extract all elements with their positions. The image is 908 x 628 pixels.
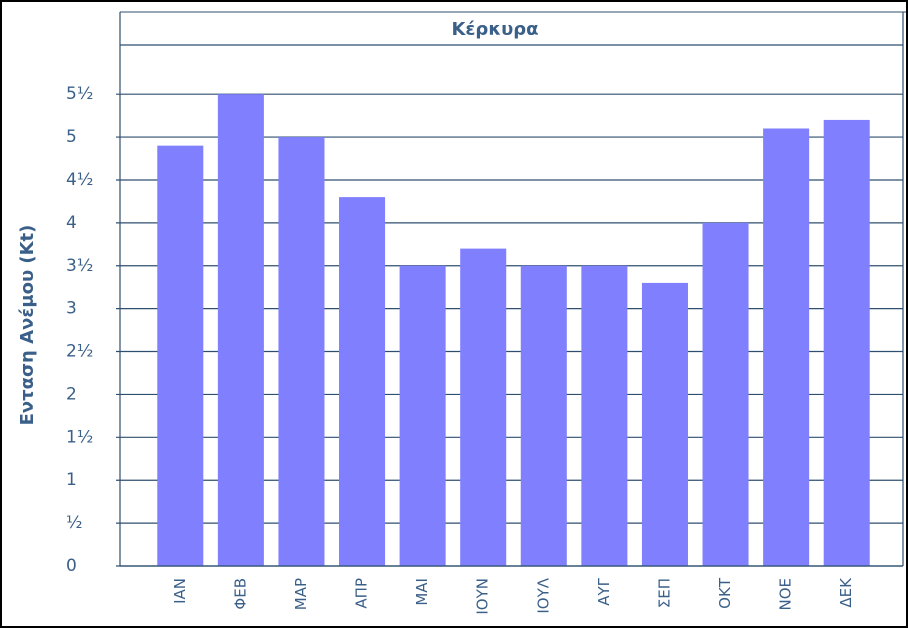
- bar: [581, 265, 628, 566]
- x-tick-label: ΑΥΓ: [595, 577, 613, 605]
- x-tick-label: ΣΕΠ: [655, 578, 673, 608]
- bar: [278, 137, 325, 566]
- y-tick-label: 1: [66, 470, 77, 490]
- y-tick-label: 3½: [66, 256, 93, 276]
- y-tick-label: 4½: [66, 170, 93, 190]
- bar: [399, 265, 446, 566]
- y-tick-label: ½: [66, 513, 82, 533]
- bar: [702, 222, 749, 566]
- bar: [460, 248, 507, 567]
- y-tick-label: 2: [66, 384, 77, 404]
- y-tick-label: 5: [66, 127, 77, 147]
- x-tick-label: ΟΚΤ: [716, 577, 734, 609]
- bar: [520, 265, 567, 566]
- x-tick-label: ΝΟΕ: [777, 578, 795, 611]
- bar: [763, 128, 810, 567]
- x-tick-label: ΙΟΥΛ: [534, 577, 552, 613]
- y-tick-label: 5½: [66, 84, 93, 104]
- y-tick-label: 4: [66, 213, 77, 233]
- y-axis-title: Ενταση Ανέμου (Kt): [17, 225, 38, 426]
- bar: [823, 119, 870, 566]
- y-tick-label: 3: [66, 299, 77, 319]
- x-tick-label: ΜΑΙ: [413, 578, 431, 606]
- x-tick-label: ΦΕΒ: [231, 578, 249, 610]
- chart-title: Κέρκυρα: [451, 19, 538, 40]
- x-tick-label: ΙΟΥΝ: [474, 578, 492, 615]
- bar: [339, 197, 386, 566]
- x-tick-label: ΜΑΡ: [292, 578, 310, 610]
- y-tick-label: 2½: [66, 342, 93, 362]
- x-tick-label: ΑΠΡ: [353, 578, 371, 609]
- x-tick-label: ΔΕΚ: [837, 577, 855, 608]
- y-tick-label: 1½: [66, 427, 93, 447]
- bar: [217, 94, 264, 566]
- x-tick-label: ΙΑΝ: [171, 578, 189, 604]
- y-tick-label: 0: [66, 556, 77, 576]
- bar: [641, 282, 688, 566]
- bar: [157, 145, 204, 566]
